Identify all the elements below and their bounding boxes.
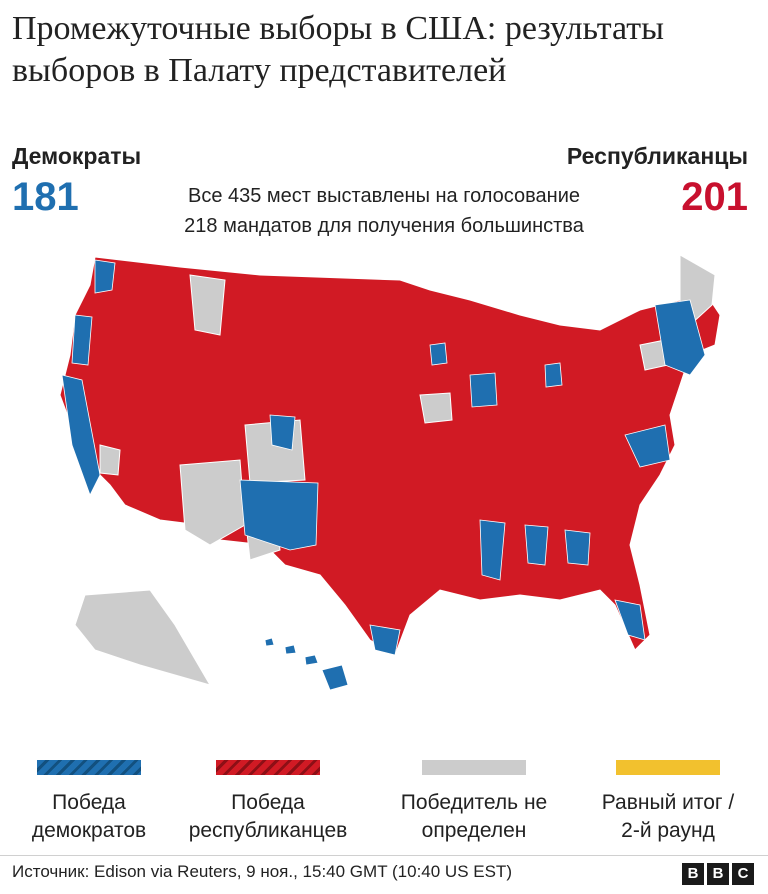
logo-letter-c: C (732, 863, 754, 885)
legend-label-undecided-line1: Победитель не (400, 791, 548, 814)
dem-region-mississippi (479, 519, 506, 581)
alaska-undecided (74, 589, 212, 686)
legend-republican-win: Победа республиканцев (178, 760, 358, 845)
legend-label-republican-line2: республиканцев (188, 819, 348, 842)
democratic-districts (61, 259, 706, 656)
legend-swatch-democratic (37, 760, 141, 775)
legend-tie-runoff: Равный итог / 2-й раунд (578, 760, 758, 845)
dem-region-illinois (469, 372, 498, 408)
contiguous-us-shape (59, 256, 721, 656)
hawaii (264, 637, 349, 690)
hawaii-island-oahu (284, 644, 297, 655)
dem-region-virginia (624, 424, 671, 468)
dem-region-michigan (544, 362, 563, 388)
total-seats-note: Все 435 мест выставлены на голосование (187, 185, 581, 207)
dem-region-alabama (524, 524, 549, 566)
dem-region-idaho-nevada (269, 414, 296, 451)
dem-region-california-coast (61, 374, 101, 497)
majority-note: 218 мандатов для получения большинства (184, 215, 584, 237)
dem-region-colorado (239, 479, 319, 551)
legend-swatch-undecided (422, 760, 526, 775)
source-note: Источник: Edison via Reuters, 9 ноя., 15… (12, 862, 512, 881)
republicans-label: Республиканцы (566, 143, 748, 169)
undecided-region-wisconsin (419, 392, 453, 424)
dem-region-washington (94, 259, 116, 294)
legend-label-democratic-line1: Победа (52, 791, 126, 814)
hawaii-island-big (321, 664, 349, 690)
dem-region-northeast (654, 299, 706, 376)
undecided-region-idaho (189, 274, 226, 336)
democrats-label: Демократы (12, 143, 142, 169)
democrats-seat-count: 181 (12, 175, 79, 219)
chart-title: Промежуточные выборы в США: результаты в… (12, 10, 664, 89)
dem-region-minnesota (429, 342, 448, 366)
legend-label-undecided-line2: определен (421, 819, 527, 842)
legend-label-republican-line1: Победа (231, 791, 305, 814)
dem-region-georgia (564, 529, 591, 566)
contiguous-us-republican-base (59, 256, 721, 656)
dem-region-oregon-coast (71, 314, 93, 366)
logo-letter-b1: B (682, 863, 704, 885)
us-house-results-map (59, 254, 721, 690)
dem-region-texas-south (369, 624, 401, 656)
legend-label-democratic-line2: демократов (31, 819, 147, 842)
legend-swatch-republican (216, 760, 320, 775)
republicans-seat-count: 201 (681, 175, 748, 219)
bbc-logo: B B C (682, 863, 754, 885)
undecided-region-nevada (179, 459, 246, 546)
legend-undecided: Победитель не определен (384, 760, 564, 845)
legend-label-tie-line1: Равный итог / (601, 791, 735, 814)
hawaii-island-kauai (264, 637, 275, 647)
undecided-region-california-central (99, 444, 121, 476)
legend-label-tie-line2: 2-й раунд (621, 819, 715, 842)
hawaii-island-maui (304, 654, 319, 666)
dem-region-florida (614, 599, 646, 641)
legend-democratic-win: Победа демократов (0, 760, 179, 845)
logo-letter-b2: B (707, 863, 729, 885)
footer-divider (0, 855, 768, 856)
legend-swatch-tie (616, 760, 720, 775)
undecided-districts (74, 254, 716, 686)
